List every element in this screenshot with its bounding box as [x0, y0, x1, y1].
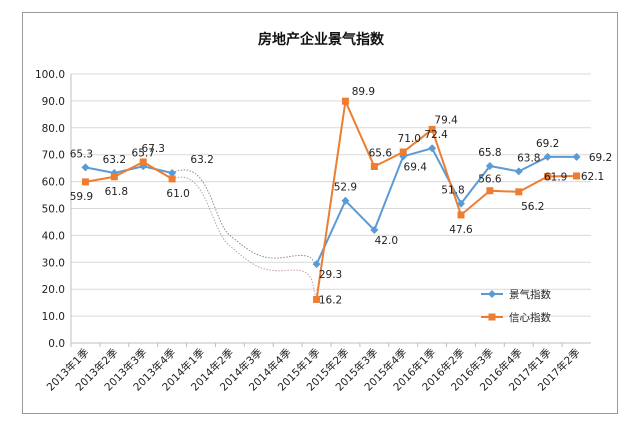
data-point-信心指数 [515, 188, 523, 196]
data-label-信心指数: 56.6 [478, 174, 502, 186]
data-label-景气指数: 52.9 [334, 182, 357, 194]
data-point-信心指数 [399, 148, 407, 156]
data-label-景气指数: 42.0 [375, 235, 398, 247]
data-point-信心指数 [544, 172, 552, 180]
data-label-信心指数: 61.0 [166, 188, 189, 200]
data-point-信心指数 [139, 158, 147, 166]
data-point-景气指数 [543, 152, 552, 161]
y-tick-label: 100.0 [35, 69, 65, 81]
y-tick-label: 50.0 [42, 204, 65, 216]
data-point-景气指数 [572, 152, 581, 161]
data-label-信心指数: 47.6 [449, 224, 473, 236]
data-point-景气指数 [428, 144, 437, 153]
legend-label: 景气指数 [509, 288, 551, 301]
data-point-信心指数 [370, 163, 378, 171]
data-label-信心指数: 67.3 [142, 143, 165, 155]
data-label-景气指数: 72.4 [424, 129, 448, 141]
data-point-信心指数 [486, 187, 494, 195]
y-tick-label: 0.0 [48, 338, 65, 350]
y-tick-label: 60.0 [42, 177, 65, 189]
data-label-信心指数: 16.2 [319, 294, 342, 306]
legend-label: 信心指数 [509, 311, 551, 324]
data-label-景气指数: 65.7 [132, 147, 155, 159]
data-label-景气指数: 69.2 [536, 138, 559, 150]
series-layer [81, 97, 581, 303]
chart-title: 房地产企业景气指数 [258, 31, 385, 48]
gridlines [71, 73, 591, 344]
data-point-景气指数 [312, 260, 321, 269]
y-tick-label: 90.0 [42, 96, 65, 108]
data-label-景气指数: 69.4 [404, 161, 428, 173]
data-point-信心指数 [81, 178, 89, 186]
series-line-信心指数 [85, 160, 173, 183]
data-point-信心指数 [428, 125, 436, 133]
data-point-信心指数 [573, 172, 581, 180]
data-label-信心指数: 61.9 [544, 171, 567, 183]
gap-curve-景气 [171, 169, 317, 265]
data-label-景气指数: 65.3 [70, 148, 93, 160]
y-axis: 0.0 10.0 20.0 30.0 40.0 50.0 60.0 70.0 80.0 90.0 1… [35, 69, 72, 350]
x-axis: 2013年1季2013年2季2013年3季2013年4季2014年1季2014年… [44, 342, 591, 394]
data-point-信心指数 [341, 97, 349, 105]
series-line-信心指数 [315, 97, 577, 300]
series-line-景气指数 [315, 147, 577, 265]
data-label-信心指数: 61.8 [105, 186, 128, 198]
gap-curves [171, 169, 318, 300]
gap-curve-信心 [171, 176, 318, 300]
data-point-景气指数 [81, 163, 90, 172]
data-point-信心指数 [313, 295, 321, 303]
data-label-景气指数: 63.8 [517, 152, 540, 164]
data-point-景气指数 [341, 196, 350, 205]
data-point-景气指数 [370, 226, 379, 235]
y-tick-label: 40.0 [42, 230, 65, 242]
data-label-景气指数: 63.2 [190, 154, 213, 166]
data-point-景气指数 [485, 161, 494, 170]
y-tick-label: 10.0 [42, 311, 65, 323]
data-label-景气指数: 29.3 [319, 269, 342, 281]
data-label-信心指数: 56.2 [521, 201, 544, 213]
y-tick-label: 70.0 [42, 150, 65, 162]
y-tick-label: 20.0 [42, 284, 65, 296]
data-label-景气指数: 69.2 [589, 152, 612, 164]
chart-frame: 房地产企业景气指数 0.0 10.0 20.0 30.0 40.0 50.0 60.0 70.… [22, 12, 618, 414]
data-label-信心指数: 59.9 [70, 191, 93, 203]
data-point-信心指数 [168, 175, 176, 183]
data-point-景气指数 [457, 199, 465, 208]
data-label-信心指数: 62.1 [581, 171, 604, 183]
y-tick-label: 30.0 [42, 257, 65, 269]
legend-marker [488, 290, 496, 298]
data-label-信心指数: 89.9 [352, 86, 375, 98]
data-label-信心指数: 79.4 [434, 114, 458, 126]
data-point-景气指数 [168, 168, 177, 177]
data-labels: 65.3 63.2 65.7 63.2 29.3 52.9 42.0 69.4 72.4 51.8… [70, 86, 613, 306]
data-label-景气指数: 51.8 [441, 185, 464, 197]
legend-marker [488, 313, 496, 321]
y-tick-label: 80.0 [42, 123, 65, 135]
data-label-景气指数: 65.8 [478, 147, 501, 159]
data-label-景气指数: 63.2 [103, 154, 126, 166]
data-point-景气指数 [514, 167, 523, 176]
data-point-信心指数 [110, 173, 118, 181]
chart-canvas: 房地产企业景气指数 0.0 10.0 20.0 30.0 40.0 50.0 60.0 70.… [35, 31, 613, 394]
data-point-信心指数 [457, 211, 465, 219]
data-label-信心指数: 65.6 [369, 148, 393, 160]
data-label-信心指数: 71.0 [398, 133, 421, 145]
